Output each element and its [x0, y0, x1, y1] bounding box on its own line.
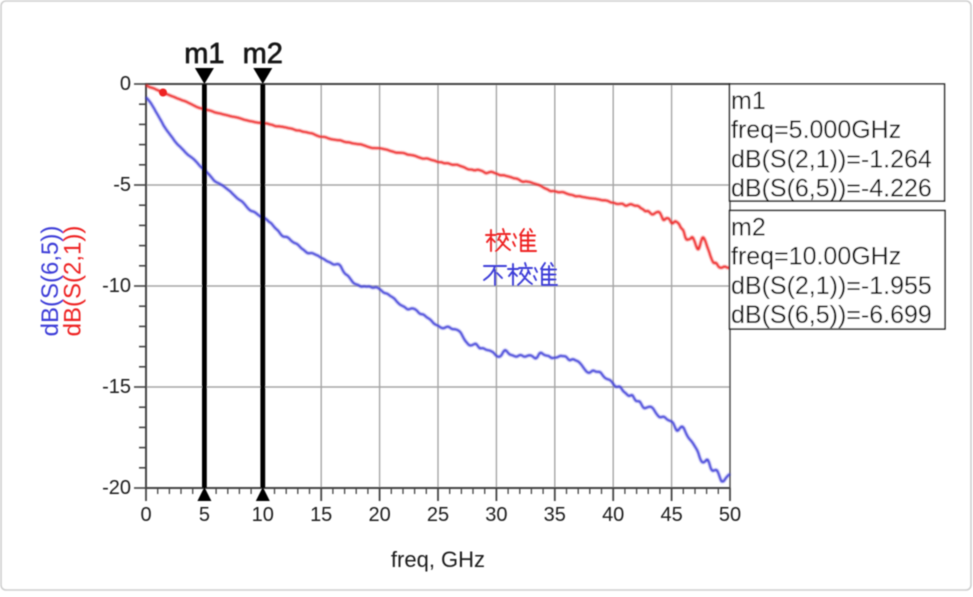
- svg-text:10: 10: [252, 504, 274, 526]
- svg-text:-10: -10: [102, 275, 131, 297]
- svg-text:freq, GHz: freq, GHz: [391, 547, 485, 572]
- svg-text:m2: m2: [243, 38, 283, 70]
- svg-text:30: 30: [485, 504, 507, 526]
- svg-text:dB(S(2,1)): dB(S(2,1)): [60, 226, 87, 337]
- svg-text:m1: m1: [731, 87, 766, 115]
- svg-text:m2: m2: [731, 214, 766, 242]
- svg-text:-15: -15: [102, 376, 131, 398]
- svg-text:5: 5: [199, 504, 210, 526]
- svg-text:freq=10.00GHz: freq=10.00GHz: [731, 243, 901, 271]
- svg-text:m1: m1: [184, 38, 224, 70]
- svg-text:freq=5.000GHz: freq=5.000GHz: [731, 116, 901, 144]
- svg-text:0: 0: [140, 504, 151, 526]
- svg-text:dB(S(2,1))=-1.264: dB(S(2,1))=-1.264: [731, 145, 932, 173]
- svg-text:35: 35: [544, 504, 566, 526]
- svg-text:dB(S(2,1))=-1.955: dB(S(2,1))=-1.955: [731, 272, 932, 300]
- svg-text:-20: -20: [102, 477, 131, 499]
- svg-text:40: 40: [602, 504, 624, 526]
- svg-text:dB(S(6,5))=-6.699: dB(S(6,5))=-6.699: [731, 301, 932, 329]
- svg-text:50: 50: [719, 504, 741, 526]
- svg-text:15: 15: [310, 504, 332, 526]
- svg-text:dB(S(6,5))=-4.226: dB(S(6,5))=-4.226: [731, 175, 932, 203]
- svg-text:dB(S(6,5)): dB(S(6,5)): [37, 226, 64, 337]
- svg-text:0: 0: [120, 73, 131, 95]
- svg-text:-5: -5: [113, 174, 131, 196]
- svg-text:45: 45: [660, 504, 682, 526]
- svg-text:20: 20: [368, 504, 390, 526]
- svg-text:25: 25: [427, 504, 449, 526]
